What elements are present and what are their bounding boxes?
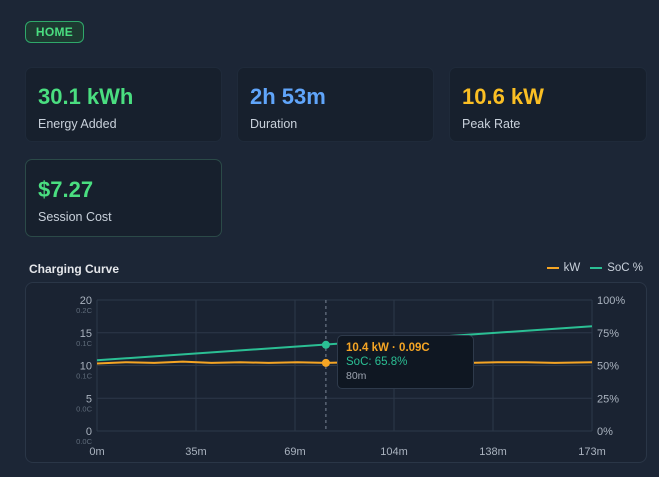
stat-card-energy: 30.1 kWh Energy Added (25, 67, 222, 142)
charging-curve-chart[interactable] (25, 282, 647, 463)
x-tick-label: 104m (380, 446, 408, 458)
tooltip-power: 10.4 kW · 0.09C (346, 342, 430, 354)
legend-item-kw[interactable]: kW (546, 262, 581, 274)
y-right-tick-label: 0% (597, 426, 613, 438)
stat-card-duration: 2h 53m Duration (237, 67, 434, 142)
y-left-sub-tick-label: 0.1C (76, 339, 92, 348)
energy-added-value: 30.1 kWh (38, 84, 134, 109)
duration-label: Duration (250, 117, 298, 131)
x-tick-label: 35m (185, 446, 206, 458)
chart-legend: kW SoC % (546, 262, 643, 274)
y-left-tick-label: 5 (86, 393, 92, 405)
duration-value: 2h 53m (250, 84, 326, 109)
energy-added-label: Energy Added (38, 117, 117, 131)
y-left-tick-label: 15 (80, 328, 92, 340)
session-cost-label: Session Cost (38, 210, 112, 224)
y-left-tick-label: 20 (80, 295, 92, 307)
y-left-tick-label: 0 (86, 426, 92, 438)
chart-title: Charging Curve (29, 262, 120, 276)
x-tick-label: 0m (89, 446, 104, 458)
x-tick-label: 138m (479, 446, 507, 458)
legend-label-soc: SoC % (607, 262, 643, 274)
y-right-tick-label: 50% (597, 361, 619, 373)
legend-swatch-kw (546, 267, 559, 269)
y-left-tick-label: 10 (80, 361, 92, 373)
peak-rate-value: 10.6 kW (462, 84, 544, 109)
tooltip-soc: SoC: 65.8% (346, 356, 408, 368)
stat-card-session-cost: $7.27 Session Cost (25, 159, 222, 237)
peak-rate-label: Peak Rate (462, 117, 521, 131)
y-right-tick-label: 25% (597, 393, 619, 405)
cursor-point-soc (321, 340, 330, 349)
legend-swatch-soc (590, 267, 603, 269)
legend-label-kw: kW (563, 262, 581, 274)
x-tick-label: 173m (578, 446, 606, 458)
location-badge: HOME (25, 21, 84, 43)
stat-card-peak-rate: 10.6 kW Peak Rate (449, 67, 647, 142)
y-left-sub-tick-label: 0.0C (76, 437, 92, 446)
y-right-tick-label: 100% (597, 295, 625, 307)
chart-tooltip: 10.4 kW · 0.09C SoC: 65.8% 80m (337, 335, 474, 389)
x-tick-label: 69m (284, 446, 305, 458)
tooltip-time: 80m (346, 370, 367, 382)
y-left-sub-tick-label: 0.2C (76, 306, 92, 315)
y-right-tick-label: 75% (597, 328, 619, 340)
session-cost-value: $7.27 (38, 177, 94, 202)
y-left-sub-tick-label: 0.0C (76, 404, 92, 413)
legend-item-soc[interactable]: SoC % (590, 262, 643, 274)
cursor-point-kw (321, 358, 330, 367)
y-left-sub-tick-label: 0.1C (76, 372, 92, 381)
